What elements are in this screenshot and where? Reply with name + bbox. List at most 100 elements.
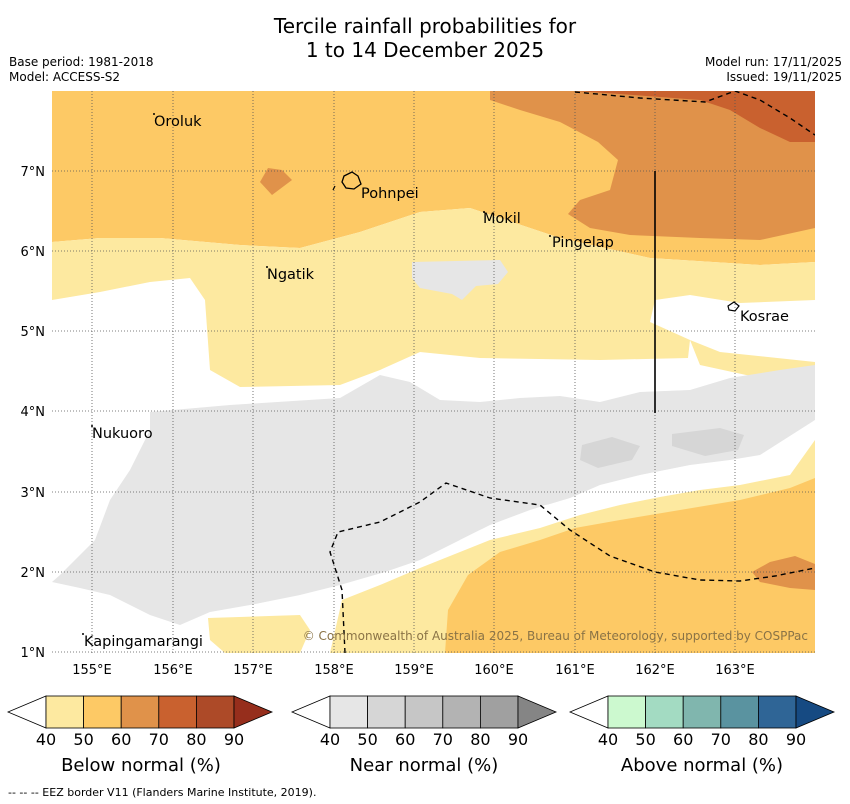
- colorbar-below: 40 50 60 70 80 90: [6, 695, 274, 749]
- label-oroluk: Oroluk: [154, 114, 202, 130]
- below-70-region-northeast: [575, 91, 815, 142]
- colorbar-above-tick: 80: [748, 730, 768, 749]
- title-line-1: Tercile rainfall probabilities for: [273, 14, 577, 38]
- below-40-region-southwest: [208, 615, 310, 653]
- base-period: Base period: 1981-2018: [9, 55, 154, 69]
- below-50-region-south: [445, 478, 815, 653]
- colorbar-below-over-arrow: [233, 695, 274, 729]
- colorbar-near: 40 50 60 70 80 90: [290, 695, 558, 749]
- colorbar-below-segment: [45, 695, 84, 729]
- near-50-patch-east-1: [580, 437, 640, 468]
- lat-tick-4: 4°N: [21, 405, 46, 420]
- lon-axis: 155°E 156°E 157°E 158°E 159°E 160°E 161°…: [72, 663, 755, 678]
- pohnpei-islet: [332, 185, 336, 191]
- colorbar-above-segment: [682, 695, 722, 729]
- lon-tick-160: 160°E: [474, 663, 514, 678]
- colorbar-above-under-arrow: [568, 695, 609, 729]
- label-mokil: Mokil: [483, 211, 521, 227]
- colorbar-title-above: Above normal (%): [620, 755, 784, 776]
- colorbar-near-segment: [329, 695, 368, 729]
- lat-tick-1: 1°N: [21, 646, 46, 661]
- below-40-region-north: [52, 208, 815, 387]
- colorbar-near-over-arrow: [517, 695, 558, 729]
- colorbar-above-tick: 50: [635, 730, 655, 749]
- lon-tick-155: 155°E: [72, 663, 112, 678]
- lon-gridlines: [91, 91, 736, 653]
- model-run: Model run: 17/11/2025: [704, 55, 842, 69]
- kosrae-island: [727, 301, 740, 312]
- colorbar-near-tick: 50: [357, 730, 377, 749]
- colorbar-near-segment: [404, 695, 444, 729]
- colorbar-below-tick: 80: [186, 730, 206, 749]
- model-name: Model: ACCESS-S2: [9, 70, 121, 84]
- colorbar-above-segment: [645, 695, 684, 729]
- below-60-region-northeast: [490, 91, 815, 240]
- colorbar-below-tick: 50: [73, 730, 93, 749]
- lat-tick-5: 5°N: [21, 325, 46, 340]
- lon-tick-163: 163°E: [715, 663, 755, 678]
- below-60-region-southeast: [752, 556, 815, 590]
- eez-footnote: -- -- -- EEZ border V11 (Flanders Marine…: [8, 786, 317, 799]
- white-gap-band: [460, 420, 815, 545]
- lon-tick-156: 156°E: [153, 663, 193, 678]
- lon-tick-159: 159°E: [394, 663, 434, 678]
- colorbar-above-tick: 90: [786, 730, 806, 749]
- label-ngatik: Ngatik: [267, 267, 315, 283]
- label-pohnpei: Pohnpei: [361, 186, 419, 202]
- colorbar-above-over-arrow: [795, 695, 836, 729]
- lon-tick-162: 162°E: [635, 663, 675, 678]
- colorbars: 40 50 60 70 80 90 40 50 60 70 80 90 40 50 60 70 80 90: [6, 695, 836, 749]
- colorbar-near-tick: 60: [395, 730, 415, 749]
- colorbar-near-segment: [442, 695, 481, 729]
- colorbar-below-segment: [158, 695, 197, 729]
- colorbar-above-segment: [758, 695, 797, 729]
- eez-border-north: [574, 91, 815, 136]
- lat-tick-3: 3°N: [21, 486, 46, 501]
- colorbar-below-tick: 90: [224, 730, 244, 749]
- pohnpei-island: [341, 171, 362, 190]
- colorbar-title-near: Near normal (%): [349, 755, 499, 776]
- copyright-notice: © Commonwealth of Australia 2025, Bureau…: [303, 629, 808, 643]
- colorbar-below-under-arrow: [6, 695, 47, 729]
- colorbar-near-tick: 90: [508, 730, 528, 749]
- lon-tick-161: 161°E: [555, 663, 595, 678]
- chart-title: Tercile rainfall probabilities for 1 to …: [0, 14, 850, 62]
- colorbar-above: 40 50 60 70 80 90: [568, 695, 836, 749]
- lat-axis: 7°N 6°N 5°N 4°N 3°N 2°N 1°N: [21, 165, 46, 661]
- lat-tick-7: 7°N: [21, 165, 46, 180]
- colorbar-below-tick: 60: [111, 730, 131, 749]
- colorbar-below-tick: 40: [36, 730, 56, 749]
- eez-border-south: [329, 482, 815, 653]
- colorbar-title-below: Below normal (%): [61, 755, 221, 776]
- atoll-dots: [82, 113, 551, 635]
- colorbar-above-segment: [720, 695, 759, 729]
- label-pingelap: Pingelap: [552, 235, 614, 251]
- map-canvas: Oroluk Pohnpei Mokil Pingelap Ngatik Kos…: [52, 91, 815, 653]
- colorbar-above-segment: [607, 695, 646, 729]
- title-line-2: 1 to 14 December 2025: [305, 38, 545, 62]
- lon-tick-158: 158°E: [314, 663, 354, 678]
- below-60-region-small: [260, 168, 292, 195]
- meta-right: Model run: 17/11/2025 Issued: 19/11/2025: [705, 55, 842, 85]
- colorbar-below-segment: [83, 695, 122, 729]
- colorbar-below-tick: 70: [149, 730, 169, 749]
- colorbar-below-segment: [120, 695, 160, 729]
- below-40-region-east: [690, 340, 815, 378]
- colorbar-near-tick: 70: [433, 730, 453, 749]
- colorbar-near-segment: [479, 695, 519, 729]
- label-kosrae: Kosrae: [740, 309, 789, 325]
- colorbar-near-under-arrow: [290, 695, 331, 729]
- near-50-patch-east-2: [672, 428, 744, 456]
- lat-tick-6: 6°N: [21, 245, 46, 260]
- near-40-region-north-patch: [412, 260, 508, 300]
- label-kapingamarangi: Kapingamarangi: [84, 634, 203, 650]
- label-nukuoro: Nukuoro: [92, 426, 153, 442]
- lat-tick-2: 2°N: [21, 566, 46, 581]
- near-40-region-central: [52, 365, 815, 625]
- colorbar-near-tick: 40: [320, 730, 340, 749]
- meta-left: Base period: 1981-2018 Model: ACCESS-S2: [9, 55, 154, 85]
- lon-tick-157: 157°E: [233, 663, 273, 678]
- issued-date: Issued: 19/11/2025: [726, 70, 842, 84]
- colorbar-above-tick: 70: [711, 730, 731, 749]
